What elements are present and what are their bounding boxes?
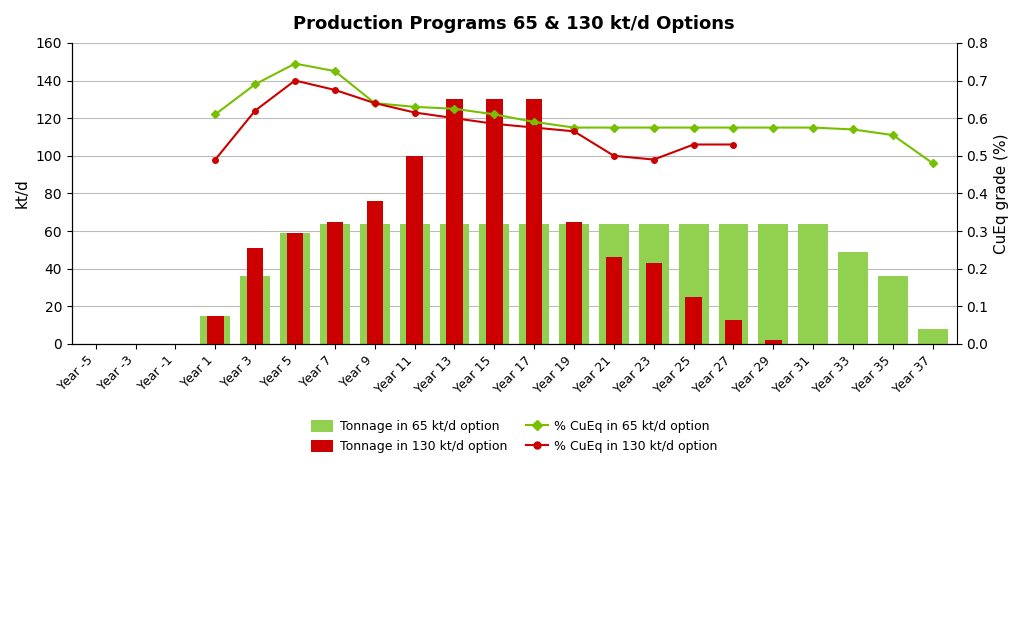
Y-axis label: kt/d: kt/d — [15, 178, 30, 208]
Bar — [280, 233, 310, 344]
% CuEq in 65 kt/d option — [329, 67, 341, 75]
Bar — [878, 276, 908, 344]
Bar — [327, 222, 343, 344]
% CuEq in 130 kt/d option — [449, 114, 461, 122]
% CuEq in 130 kt/d option — [249, 107, 261, 114]
Bar — [639, 224, 669, 344]
% CuEq in 65 kt/d option — [528, 118, 541, 126]
Bar — [247, 248, 263, 344]
Bar — [479, 224, 509, 344]
% CuEq in 65 kt/d option — [647, 124, 659, 132]
% CuEq in 65 kt/d option — [249, 81, 261, 88]
Bar — [719, 224, 749, 344]
Line: % CuEq in 65 kt/d option: % CuEq in 65 kt/d option — [213, 61, 936, 166]
% CuEq in 65 kt/d option — [807, 124, 819, 132]
% CuEq in 65 kt/d option — [847, 126, 859, 134]
% CuEq in 65 kt/d option — [727, 124, 739, 132]
% CuEq in 130 kt/d option — [329, 86, 341, 94]
% CuEq in 130 kt/d option — [568, 128, 581, 135]
% CuEq in 130 kt/d option — [727, 141, 739, 148]
% CuEq in 130 kt/d option — [687, 141, 699, 148]
Bar — [559, 224, 589, 344]
Bar — [519, 224, 549, 344]
Bar — [605, 258, 623, 344]
Bar — [399, 224, 429, 344]
Bar — [759, 224, 788, 344]
Title: Production Programs 65 & 130 kt/d Options: Production Programs 65 & 130 kt/d Option… — [294, 15, 735, 33]
Bar — [439, 224, 469, 344]
Y-axis label: CuEq grade (%): CuEq grade (%) — [994, 133, 1009, 254]
Bar — [407, 156, 423, 344]
Bar — [799, 224, 828, 344]
% CuEq in 65 kt/d option — [449, 105, 461, 112]
% CuEq in 65 kt/d option — [887, 131, 899, 139]
Bar — [566, 222, 583, 344]
Bar — [201, 316, 230, 344]
% CuEq in 65 kt/d option — [488, 111, 501, 118]
% CuEq in 65 kt/d option — [409, 103, 421, 111]
Bar — [685, 297, 701, 344]
Bar — [918, 329, 948, 344]
Bar — [725, 320, 741, 344]
% CuEq in 65 kt/d option — [369, 99, 381, 107]
Bar — [486, 99, 503, 344]
% CuEq in 130 kt/d option — [528, 124, 541, 132]
% CuEq in 65 kt/d option — [687, 124, 699, 132]
% CuEq in 130 kt/d option — [289, 77, 301, 84]
% CuEq in 65 kt/d option — [608, 124, 621, 132]
% CuEq in 65 kt/d option — [927, 160, 939, 167]
Bar — [359, 224, 390, 344]
% CuEq in 65 kt/d option — [568, 124, 581, 132]
Bar — [367, 201, 383, 344]
Bar — [838, 252, 868, 344]
% CuEq in 130 kt/d option — [369, 99, 381, 107]
% CuEq in 130 kt/d option — [647, 156, 659, 164]
Bar — [526, 99, 543, 344]
Bar — [319, 224, 350, 344]
Bar — [765, 340, 781, 344]
% CuEq in 130 kt/d option — [608, 152, 621, 160]
% CuEq in 65 kt/d option — [289, 60, 301, 68]
% CuEq in 65 kt/d option — [767, 124, 779, 132]
% CuEq in 130 kt/d option — [488, 120, 501, 128]
% CuEq in 130 kt/d option — [409, 109, 421, 116]
% CuEq in 65 kt/d option — [209, 111, 221, 118]
Bar — [679, 224, 709, 344]
Bar — [241, 276, 270, 344]
Bar — [446, 99, 463, 344]
Legend: Tonnage in 65 kt/d option, Tonnage in 130 kt/d option, % CuEq in 65 kt/d option,: Tonnage in 65 kt/d option, Tonnage in 13… — [306, 415, 723, 458]
% CuEq in 130 kt/d option — [209, 156, 221, 164]
Bar — [645, 263, 662, 344]
Line: % CuEq in 130 kt/d option: % CuEq in 130 kt/d option — [213, 78, 736, 162]
Bar — [207, 316, 223, 344]
Bar — [599, 224, 629, 344]
Bar — [287, 233, 303, 344]
